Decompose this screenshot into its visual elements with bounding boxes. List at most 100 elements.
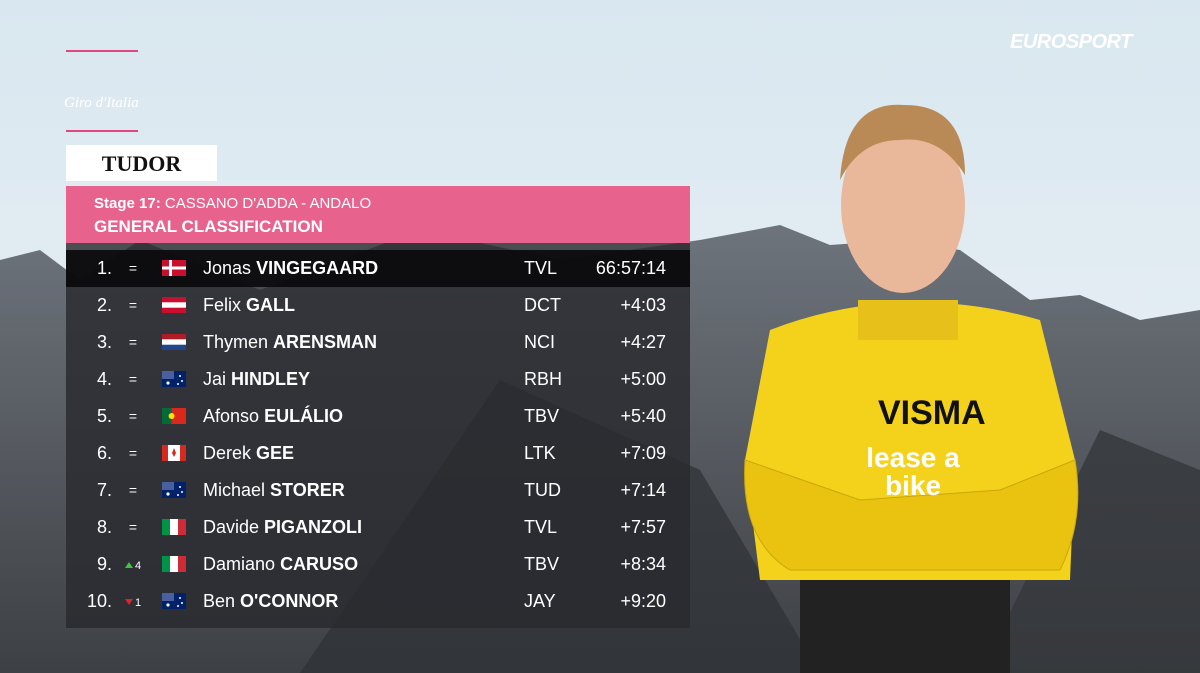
team: TBV bbox=[524, 554, 560, 574]
sponsor-box: TUDOR bbox=[66, 145, 217, 181]
team: NCI bbox=[524, 332, 555, 352]
jersey-sponsor: VISMA bbox=[878, 394, 986, 432]
row: 1. = Jonas VINGEGAARD TVL 66:57:14 bbox=[66, 250, 690, 287]
team: TUD bbox=[524, 480, 561, 500]
team: TVL bbox=[524, 258, 558, 278]
first-name: Jai bbox=[203, 369, 227, 389]
rider-name: Michael STORER bbox=[203, 472, 345, 509]
flag bbox=[162, 482, 186, 498]
change: = bbox=[128, 334, 138, 350]
last-name: CARUSO bbox=[280, 554, 359, 574]
first-name: Jonas bbox=[203, 258, 252, 278]
flag bbox=[162, 297, 186, 313]
team: DCT bbox=[524, 295, 561, 315]
time: 66:57:14 bbox=[595, 258, 666, 278]
rider-name: Felix GALL bbox=[203, 287, 295, 324]
flag bbox=[162, 593, 186, 609]
network-logo: EUROSPORT bbox=[1010, 31, 1132, 53]
time: +7:09 bbox=[620, 443, 666, 463]
time: +4:27 bbox=[620, 332, 666, 352]
row: 7. = Michael STORER TUD +7:14 bbox=[66, 472, 690, 509]
race-logo: Giro d'Italia bbox=[64, 95, 139, 111]
rank: 6. bbox=[96, 443, 112, 463]
change: = bbox=[128, 297, 138, 313]
change: = bbox=[128, 260, 138, 276]
flag bbox=[162, 260, 186, 276]
rank: 8. bbox=[96, 517, 112, 537]
rank: 10. bbox=[86, 591, 112, 611]
row: 8. = Davide PIGANZOLI TVL +7:57 bbox=[66, 509, 690, 546]
team: LTK bbox=[524, 443, 556, 463]
change: = bbox=[128, 519, 138, 535]
change: = bbox=[128, 371, 138, 387]
flag bbox=[162, 408, 186, 424]
team: RBH bbox=[524, 369, 563, 389]
rank: 3. bbox=[96, 332, 112, 352]
flag bbox=[162, 371, 186, 387]
time: +7:14 bbox=[620, 480, 666, 500]
rank: 7. bbox=[96, 480, 112, 500]
first-name: Ben bbox=[203, 591, 236, 611]
change-arrow bbox=[124, 599, 133, 606]
row: 3. = Thymen ARENSMAN NCI +4:27 bbox=[66, 324, 690, 361]
change-places: 1 bbox=[134, 597, 142, 609]
last-name: ARENSMAN bbox=[273, 332, 378, 352]
last-name: HINDLEY bbox=[231, 369, 311, 389]
flag bbox=[162, 519, 186, 535]
rank: 4. bbox=[96, 369, 112, 389]
rider-name: Derek GEE bbox=[203, 435, 294, 472]
change: = bbox=[128, 408, 138, 424]
jersey-text: lease a bike bbox=[866, 442, 960, 501]
flag bbox=[162, 334, 186, 350]
first-name: Derek bbox=[203, 443, 252, 463]
first-name: Thymen bbox=[203, 332, 269, 352]
rider-name: Ben O'CONNOR bbox=[203, 583, 338, 620]
rider-name: Jai HINDLEY bbox=[203, 361, 310, 398]
divider bbox=[66, 130, 138, 132]
change: 1 bbox=[122, 583, 144, 622]
rider-name: Afonso EULÁLIO bbox=[203, 398, 343, 435]
row: 6. = Derek GEE LTK +7:09 bbox=[66, 435, 690, 472]
time: +4:03 bbox=[620, 295, 666, 315]
row: 4. = Jai HINDLEY RBH +5:00 bbox=[66, 361, 690, 398]
time: +9:20 bbox=[620, 591, 666, 611]
team: TVL bbox=[524, 517, 558, 537]
first-name: Afonso bbox=[203, 406, 260, 426]
flag bbox=[162, 556, 186, 572]
rider-name: Damiano CARUSO bbox=[203, 546, 358, 583]
rank: 1. bbox=[96, 258, 112, 278]
change-places: 4 bbox=[134, 560, 142, 572]
rider bbox=[744, 104, 1079, 673]
rider-name: Thymen ARENSMAN bbox=[203, 324, 377, 361]
row: 2. = Felix GALL DCT +4:03 bbox=[66, 287, 690, 324]
header-title: GENERAL CLASSIFICATION bbox=[94, 217, 323, 236]
first-name: Damiano bbox=[203, 554, 276, 574]
time: +8:34 bbox=[620, 554, 666, 574]
time: +5:00 bbox=[620, 369, 666, 389]
sponsor: TUDOR bbox=[101, 151, 182, 176]
change: = bbox=[128, 482, 138, 498]
rank: 2. bbox=[96, 295, 112, 315]
change: = bbox=[128, 445, 138, 461]
last-name: O'CONNOR bbox=[240, 591, 339, 611]
last-name: STORER bbox=[270, 480, 345, 500]
change: 4 bbox=[122, 546, 144, 585]
rank: 5. bbox=[96, 406, 112, 426]
team: TBV bbox=[524, 406, 560, 426]
last-name: EULÁLIO bbox=[264, 406, 344, 426]
header: Stage 17: CASSANO D'ADDA - ANDALO GENERA… bbox=[66, 186, 690, 243]
last-name: GEE bbox=[256, 443, 295, 463]
rider-name: Jonas VINGEGAARD bbox=[203, 250, 378, 287]
rank: 9. bbox=[96, 554, 112, 574]
time: +5:40 bbox=[620, 406, 666, 426]
change-arrow bbox=[124, 562, 133, 569]
first-name: Felix bbox=[203, 295, 242, 315]
row: 9. 4 Damiano CARUSO TBV +8:34 bbox=[66, 546, 690, 583]
stage-label: Stage 17: bbox=[94, 195, 161, 212]
row: 5. = Afonso EULÁLIO TBV +5:40 bbox=[66, 398, 690, 435]
team: JAY bbox=[524, 591, 556, 611]
rider-name: Davide PIGANZOLI bbox=[203, 509, 362, 546]
row: 10. 1 Ben O'CONNOR JAY +9:20 bbox=[66, 583, 690, 620]
